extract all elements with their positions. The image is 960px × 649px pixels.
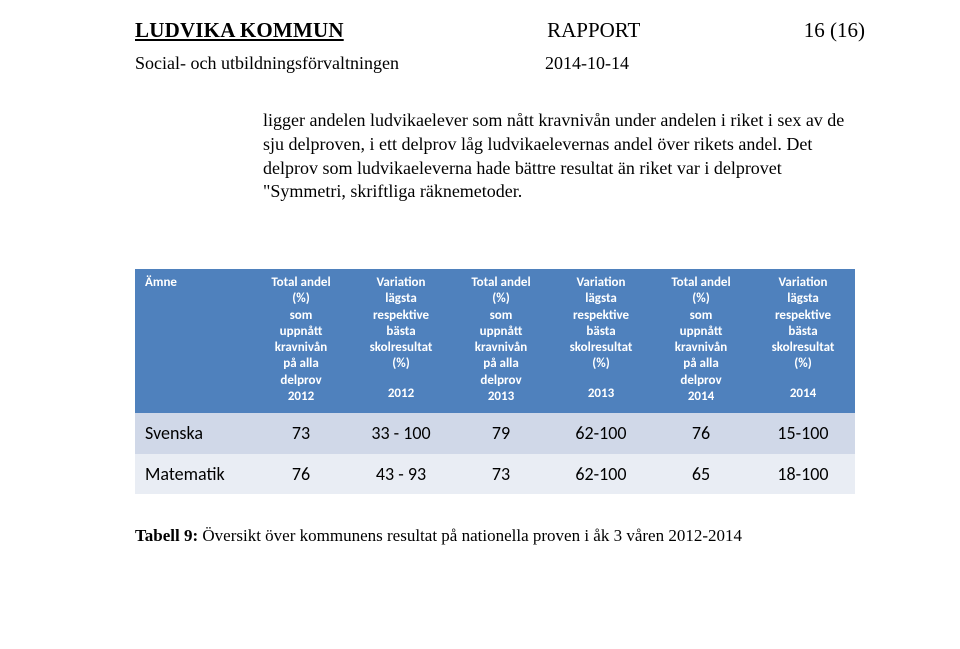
table-caption: Tabell 9: Översikt över kommunens result… — [135, 526, 865, 546]
caption-text: Översikt över kommunens resultat på nati… — [198, 526, 742, 545]
results-table-wrap: Ämne Total andel(%)somuppnåttkravnivånpå… — [135, 269, 805, 494]
cell-value: 73 — [251, 413, 351, 454]
col-total-2014: Total andel(%)somuppnåttkravnivånpå alla… — [651, 269, 751, 413]
table-row: Svenska 73 33 - 100 79 62-100 76 15-100 — [135, 413, 855, 454]
cell-value: 79 — [451, 413, 551, 454]
subheader-row: Social- och utbildningsförvaltningen 201… — [135, 53, 865, 74]
col-total-2013: Total andel(%)somuppnåttkravnivånpå alla… — [451, 269, 551, 413]
cell-value: 15-100 — [751, 413, 855, 454]
cell-subject: Matematik — [135, 454, 251, 495]
caption-label: Tabell 9: — [135, 526, 198, 545]
cell-value: 43 - 93 — [351, 454, 451, 495]
cell-subject: Svenska — [135, 413, 251, 454]
doc-type: RAPPORT — [547, 18, 640, 43]
page: LUDVIKA KOMMUN RAPPORT 16 (16) Social- o… — [0, 0, 960, 649]
page-number: 16 (16) — [804, 18, 865, 43]
department: Social- och utbildningsförvaltningen — [135, 53, 485, 74]
results-table: Ämne Total andel(%)somuppnåttkravnivånpå… — [135, 269, 855, 494]
table-row: Matematik 76 43 - 93 73 62-100 65 18-100 — [135, 454, 855, 495]
cell-value: 76 — [651, 413, 751, 454]
cell-value: 73 — [451, 454, 551, 495]
doc-date: 2014-10-14 — [545, 53, 629, 74]
cell-value: 76 — [251, 454, 351, 495]
col-var-2014: Variationlägstarespektivebästaskolresult… — [751, 269, 855, 413]
cell-value: 33 - 100 — [351, 413, 451, 454]
header-row: LUDVIKA KOMMUN RAPPORT 16 (16) — [135, 18, 865, 43]
col-total-2012: Total andel(%)somuppnåttkravnivånpå alla… — [251, 269, 351, 413]
col-subject: Ämne — [135, 269, 251, 413]
cell-value: 62-100 — [551, 413, 651, 454]
body-paragraph: ligger andelen ludvikaelever som nått kr… — [263, 109, 858, 204]
table-header-row: Ämne Total andel(%)somuppnåttkravnivånpå… — [135, 269, 855, 413]
cell-value: 62-100 — [551, 454, 651, 495]
col-var-2012: Variationlägstarespektivebästaskolresult… — [351, 269, 451, 413]
cell-value: 18-100 — [751, 454, 855, 495]
cell-value: 65 — [651, 454, 751, 495]
org-name: LUDVIKA KOMMUN — [135, 18, 344, 43]
col-var-2013: Variationlägstarespektivebästaskolresult… — [551, 269, 651, 413]
